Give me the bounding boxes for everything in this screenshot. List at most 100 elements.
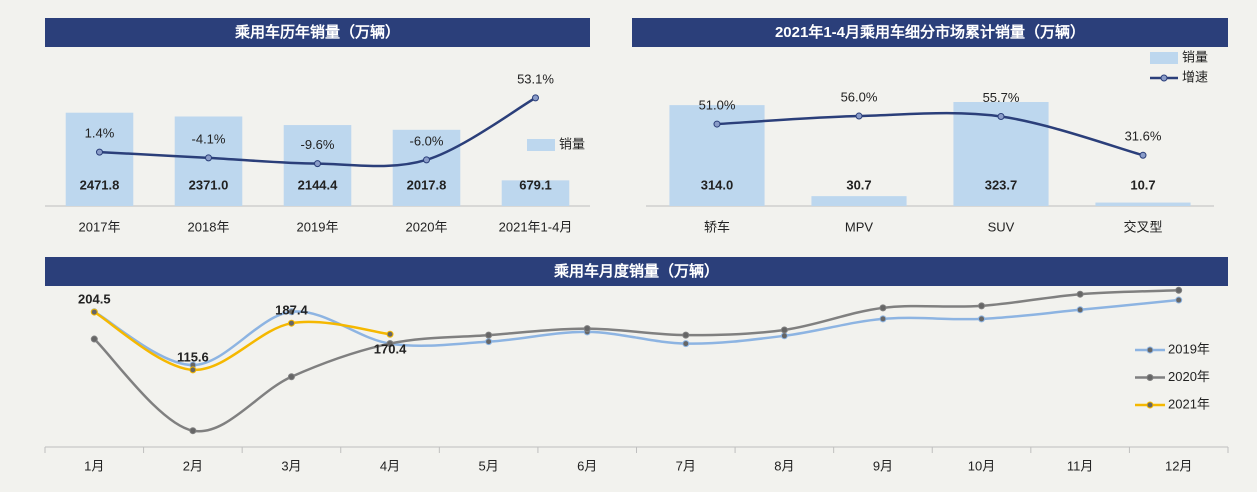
point [1175, 296, 1183, 304]
point [1139, 151, 1147, 159]
legend-swatch [1150, 52, 1178, 64]
x-tick-label: 2月 [183, 458, 203, 473]
value-label: 187.4 [275, 303, 308, 318]
point [583, 325, 591, 333]
point [780, 332, 788, 340]
legend-label: 增速 [1182, 69, 1208, 84]
legend-dot [1146, 374, 1154, 381]
title-bar [45, 257, 1228, 286]
point [386, 330, 394, 338]
x-tick-label: 10月 [968, 458, 995, 473]
point [1076, 290, 1084, 298]
legend-label: 2019年 [1168, 341, 1210, 356]
value-label: 51.0% [699, 98, 736, 113]
point [682, 331, 690, 339]
point [1175, 286, 1183, 294]
x-tick-label: 轿车 [704, 219, 730, 234]
point [1076, 306, 1084, 314]
legend-label: 销量 [1182, 49, 1208, 64]
point [879, 304, 887, 312]
value-label: 2471.8 [80, 177, 120, 192]
legend-label: 2020年 [1168, 369, 1210, 384]
x-tick-label: 5月 [479, 458, 499, 473]
x-tick-label: 12月 [1165, 458, 1192, 473]
line [716, 111, 1144, 157]
point [997, 113, 1005, 121]
value-label: 31.6% [1125, 129, 1162, 144]
x-tick-label: 2018年 [188, 219, 230, 234]
value-label: 10.7 [1130, 177, 1155, 192]
line [93, 289, 1179, 433]
value-label: 170.4 [374, 342, 407, 357]
value-label: 323.7 [985, 177, 1018, 192]
x-tick-label: 2019年 [297, 219, 339, 234]
title-bar [632, 18, 1228, 47]
x-tick-label: SUV [988, 219, 1015, 234]
x-tick-label: 2017年 [79, 219, 121, 234]
value-label: -9.6% [301, 137, 335, 152]
x-tick-label: 7月 [676, 458, 696, 473]
bar [65, 112, 134, 206]
point [314, 160, 321, 168]
legend-dot [1160, 74, 1168, 82]
point [96, 148, 103, 156]
value-label: 679.1 [519, 177, 552, 192]
chart-title: 乘用车历年销量（万辆） [234, 23, 400, 41]
value-label: 30.7 [846, 177, 871, 192]
point [855, 112, 863, 120]
title-bar [45, 18, 590, 47]
point [90, 308, 98, 316]
legend-swatch [527, 139, 555, 151]
bar [392, 129, 461, 206]
value-label: 2144.4 [298, 177, 339, 192]
value-label: 314.0 [701, 177, 734, 192]
value-label: 204.5 [78, 292, 111, 307]
point [485, 338, 493, 346]
bar [501, 180, 570, 206]
x-tick-label: 6月 [577, 458, 597, 473]
legend-label: 2021年 [1168, 396, 1210, 411]
point [189, 366, 197, 374]
point [879, 315, 887, 323]
point [978, 302, 986, 310]
point [189, 427, 197, 435]
value-label: 55.7% [983, 90, 1020, 105]
bar [1095, 202, 1191, 206]
bar [811, 196, 907, 206]
point [682, 340, 690, 348]
chart-title: 2021年1-4月乘用车细分市场累计销量（万辆） [775, 23, 1085, 41]
x-tick-label: 9月 [873, 458, 893, 473]
point [485, 331, 493, 339]
value-label: 1.4% [85, 126, 115, 141]
legend-label: 销量 [559, 136, 585, 151]
legend-dot [1146, 346, 1154, 354]
value-label: -4.1% [192, 131, 226, 146]
x-tick-label: 8月 [774, 458, 794, 473]
value-label: 2017.8 [407, 177, 447, 192]
point [287, 373, 295, 381]
point [532, 94, 539, 102]
value-label: -6.0% [410, 133, 444, 148]
point [287, 319, 295, 327]
point [90, 335, 98, 343]
point [287, 308, 295, 316]
value-label: 53.1% [517, 71, 554, 86]
point [780, 326, 788, 334]
value-label: 56.0% [841, 89, 878, 104]
x-tick-label: 4月 [380, 458, 400, 473]
value-label: 115.6 [177, 349, 209, 364]
chart-title: 乘用车月度销量（万辆） [553, 262, 719, 280]
point [978, 315, 986, 323]
x-tick-label: 2021年1-4月 [499, 219, 573, 234]
x-tick-label: MPV [845, 219, 874, 234]
point [423, 156, 430, 164]
point [386, 340, 394, 348]
line [93, 310, 391, 372]
x-tick-label: 11月 [1067, 458, 1094, 473]
point [713, 120, 721, 128]
x-tick-label: 交叉型 [1123, 219, 1162, 234]
legend-dot [1146, 401, 1154, 409]
x-tick-label: 1月 [84, 458, 104, 473]
value-label: 2371.0 [189, 177, 229, 192]
